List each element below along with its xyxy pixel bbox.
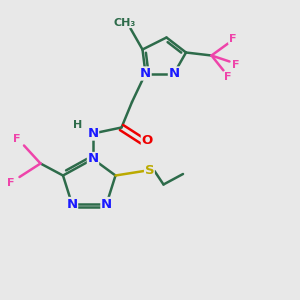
Text: N: N xyxy=(87,127,99,140)
Text: F: F xyxy=(229,34,236,44)
Text: F: F xyxy=(13,134,20,145)
Text: CH₃: CH₃ xyxy=(113,17,136,28)
Text: F: F xyxy=(7,178,14,188)
Text: N: N xyxy=(101,197,112,211)
Text: S: S xyxy=(145,164,154,178)
Text: F: F xyxy=(224,71,232,82)
Text: F: F xyxy=(232,59,239,70)
Text: N: N xyxy=(66,197,78,211)
Text: N: N xyxy=(87,152,99,166)
Text: O: O xyxy=(141,134,153,148)
Text: N: N xyxy=(140,67,151,80)
Text: H: H xyxy=(74,119,82,130)
Text: N: N xyxy=(168,67,180,80)
